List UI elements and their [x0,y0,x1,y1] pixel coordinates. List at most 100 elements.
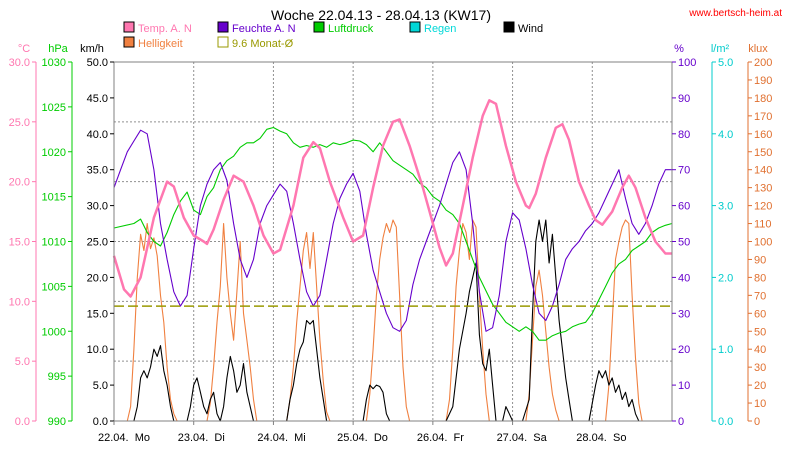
series-temp-line [112,99,672,298]
legend-swatch-feuchte [217,21,229,33]
humidity-tick-label: 90 [678,93,690,105]
pressure-tick-label: 995 [48,371,66,383]
pressure-tick-label: 1010 [42,237,66,249]
wind-tick-label: 35.0 [87,165,108,177]
axes: 0.05.010.015.020.025.030.099099510001005… [9,57,773,428]
humidity-tick-label: 20 [678,344,690,356]
light-tick-label: 10 [754,398,766,410]
legend-swatch-wind [503,21,515,33]
rain-tick-label: 1.0 [718,344,733,356]
rain-tick-label: 5.0 [718,57,733,69]
light-tick-label: 100 [754,237,772,249]
series-layer [112,99,673,422]
pressure-tick-label: 1005 [42,281,66,293]
temp-axis: 0.0 5.0 10.0 15.0 20.0 25.0 30.0 [9,57,37,428]
legend-label-temp: Temp. A. N [138,23,192,35]
legend-label-feuchte: Feuchte A. N [232,23,296,35]
light-tick-label: 0 [754,416,760,428]
legend-swatch-monat [217,36,229,48]
legend-swatch-luftdruck [313,21,325,33]
x-tick-label: 24.04. Mi [257,432,305,444]
pressure-tick-label: 1000 [42,326,66,338]
light-axis: 0 10 20 30 40 50 60 70 80 90 100 110 120 130 140 150 160… [747,57,772,428]
rain-tick-label: 4.0 [718,129,733,141]
temp-tick-label: 30.0 [9,57,30,69]
humidity-axis: 0 10 20 30 40 50 60 70 80 90 100 [672,57,696,428]
humidity-tick-label: 70 [678,165,690,177]
wind-tick-label: 20.0 [87,272,108,284]
light-tick-label: 30 [754,362,766,374]
temp-tick-label: 25.0 [9,117,30,129]
light-tick-label: 20 [754,380,766,392]
light-tick-label: 170 [754,111,772,123]
light-tick-label: 50 [754,326,766,338]
light-tick-label: 110 [754,219,772,231]
wind-tick-label: 10.0 [87,344,108,356]
rain-unit-label: l/m² [711,43,730,55]
legend-swatch-temp [123,21,135,33]
wind-tick-label: 50.0 [87,57,108,69]
series-feuchte-line [113,129,672,332]
light-tick-label: 180 [754,93,772,105]
series-luftdruck-line [113,126,673,341]
legend-label-regen: Regen [424,23,456,35]
pressure-tick-label: 1015 [42,192,66,204]
humidity-tick-label: 10 [678,380,690,392]
light-tick-label: 200 [754,57,772,69]
light-tick-label: 150 [754,147,772,159]
temp-tick-label: 10.0 [9,296,30,308]
legend-label-luftdruck: Luftdruck [328,23,374,35]
pressure-tick-label: 1020 [42,147,66,159]
temp-tick-label: 0.0 [15,416,30,428]
wind-tick-label: 15.0 [87,308,108,320]
source-link[interactable]: www.bertsch-heim.at [688,8,782,19]
legend-label-monat: 9.6 Monat-Ø [232,38,294,50]
temp-tick-label: 15.0 [9,237,30,249]
rain-axis: 0.0 1.0 2.0 3.0 4.0 5.0 [711,57,733,428]
humidity-tick-label: 60 [678,201,690,213]
legend-swatch-helligkeit [123,36,135,48]
chart-title: Woche 22.04.13 - 28.04.13 (KW17) [271,7,491,23]
x-tick-label: 23.04. Di [178,432,225,444]
x-tick-label: 26.04. Fr [417,432,464,444]
light-tick-label: 70 [754,290,766,302]
temp-tick-label: 20.0 [9,177,30,189]
light-tick-label: 160 [754,129,772,141]
light-tick-label: 40 [754,344,766,356]
pressure-unit-label: hPa [48,43,68,55]
rain-tick-label: 2.0 [718,272,733,284]
wind-tick-label: 25.0 [87,237,108,249]
axis-unit-labels: °C hPa km/h% l/m² klux [18,43,768,55]
x-tick-label: 27.04. Sa [497,432,548,444]
x-tick-label: 25.04. Do [337,432,388,444]
x-axis: 22.04. Mo 23.04. Di 24.04. Mi 25.04. Do 26.0… [98,421,626,444]
pressure-tick-label: 990 [48,416,66,428]
rain-tick-label: 0.0 [718,416,733,428]
humidity-tick-label: 40 [678,272,690,284]
humidity-tick-label: 80 [678,129,690,141]
humidity-tick-label: 50 [678,237,690,249]
legend-swatch-regen [409,21,421,33]
humidity-tick-label: 30 [678,308,690,320]
light-tick-label: 120 [754,201,772,213]
light-unit-label: klux [748,43,768,55]
humidity-tick-label: 0 [678,416,684,428]
temp-tick-label: 5.0 [15,356,30,368]
light-tick-label: 190 [754,75,772,87]
light-tick-label: 130 [754,183,772,195]
wind-tick-label: 0.0 [93,416,108,428]
x-tick-label: 28.04. So [576,432,626,444]
light-tick-label: 140 [754,165,772,177]
x-tick-label: 22.04. Mo [98,432,150,444]
series-wind-line [114,219,672,422]
light-tick-label: 80 [754,272,766,284]
wind-tick-label: 40.0 [87,129,108,141]
legend-label-wind: Wind [518,23,543,35]
wind-axis: 0.0 5.0 10.0 15.0 20.0 25.0 30.0 35.0 40.0 45.0 50… [87,57,114,428]
rain-tick-label: 3.0 [718,201,733,213]
light-tick-label: 90 [754,254,766,266]
humidity-tick-label: 100 [678,57,696,69]
temp-unit-label: °C [18,43,30,55]
light-tick-label: 60 [754,308,766,320]
